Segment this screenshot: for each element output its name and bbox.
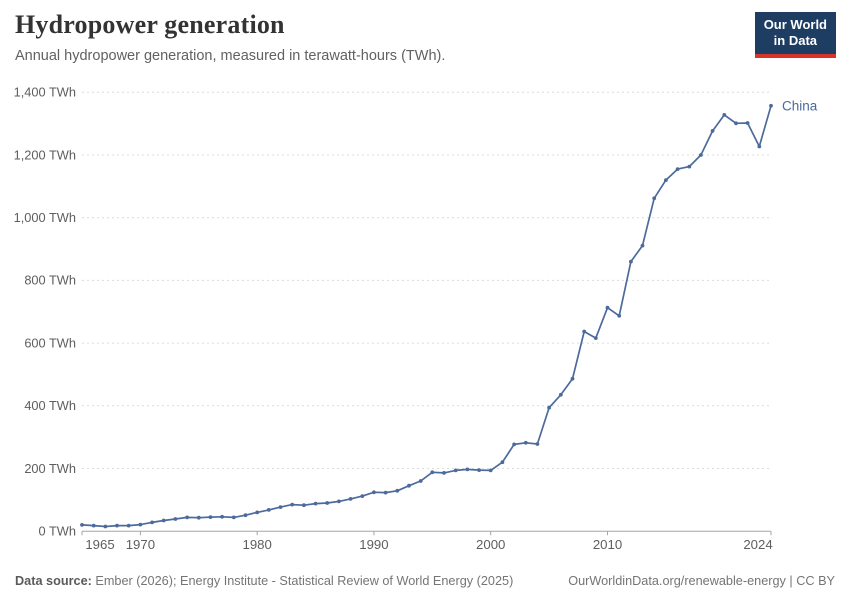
data-point[interactable] (488, 468, 493, 473)
chart-canvas[interactable]: 0 TWh 200 TWh 400 TWh 600 TWh 800 TWh 1,000 T… (0, 80, 850, 558)
x-axis-tick-label: 1970 (126, 537, 155, 552)
series-end-label-china: China (782, 98, 818, 113)
data-point[interactable] (757, 144, 762, 149)
data-point[interactable] (360, 494, 365, 498)
page-subtitle: Annual hydropower generation, measured i… (15, 48, 446, 64)
data-point[interactable] (593, 336, 598, 340)
data-point[interactable] (337, 499, 341, 504)
y-axis-tick-label: 1,000 TWh (14, 210, 76, 225)
data-source-label: Data source: (15, 574, 92, 588)
data-point[interactable] (734, 121, 738, 126)
x-axis-tick-label: 2010 (593, 537, 622, 552)
data-point[interactable] (640, 243, 645, 248)
data-point[interactable] (302, 503, 306, 508)
data-point[interactable] (126, 523, 131, 528)
data-point[interactable] (115, 523, 119, 528)
y-axis-tick-label: 600 TWh (24, 335, 76, 350)
data-point[interactable] (173, 517, 178, 521)
data-point[interactable] (395, 488, 400, 493)
data-point[interactable] (80, 523, 84, 527)
data-point[interactable] (617, 313, 622, 318)
data-point[interactable] (535, 442, 540, 446)
data-point[interactable] (220, 514, 225, 519)
data-point[interactable] (664, 178, 668, 182)
data-point[interactable] (629, 259, 633, 264)
data-point[interactable] (372, 490, 376, 495)
data-point[interactable] (652, 196, 657, 201)
data-point[interactable] (290, 502, 295, 507)
owid-logo[interactable]: Our World in Data (754, 12, 836, 58)
data-point[interactable] (161, 518, 166, 523)
page-title: Hydropower generation (15, 10, 285, 39)
owid-logo-line1: Our World (763, 17, 827, 32)
data-point[interactable] (208, 515, 213, 519)
data-point[interactable] (453, 468, 458, 473)
data-point[interactable] (313, 501, 318, 506)
data-point[interactable] (383, 490, 388, 495)
chart-header: Hydropower generation Annual hydropower … (15, 10, 755, 64)
data-point[interactable] (231, 515, 236, 520)
x-axis-tick-label: 1965 (85, 537, 114, 552)
data-point[interactable] (418, 479, 423, 483)
y-axis-tick-label: 0 TWh (39, 524, 76, 539)
data-point[interactable] (243, 513, 248, 518)
x-axis-tick-label: 1990 (359, 537, 388, 552)
data-point[interactable] (266, 508, 271, 512)
x-axis-tick-label: 2024 (743, 537, 772, 552)
data-point[interactable] (91, 523, 96, 528)
data-point[interactable] (477, 468, 481, 472)
data-point[interactable] (442, 471, 446, 475)
data-point[interactable] (255, 510, 260, 515)
chart-area[interactable]: 0 TWh 200 TWh 400 TWh 600 TWh 800 TWh 1,000 T… (0, 80, 850, 558)
data-point[interactable] (430, 470, 435, 475)
y-axis-tick-label: 800 TWh (24, 273, 76, 288)
data-point[interactable] (687, 164, 692, 169)
data-point[interactable] (769, 103, 773, 108)
data-point[interactable] (185, 515, 190, 520)
data-point[interactable] (512, 442, 516, 447)
data-point[interactable] (500, 460, 505, 465)
x-axis-tick-label: 1980 (242, 537, 271, 552)
data-point[interactable] (722, 113, 727, 117)
data-point[interactable] (523, 440, 528, 445)
data-point[interactable] (570, 376, 575, 381)
data-point[interactable] (558, 392, 563, 397)
data-point[interactable] (547, 405, 551, 410)
y-axis-tick-label: 400 TWh (24, 398, 76, 413)
data-point[interactable] (348, 497, 353, 501)
data-source-text: Data source: Ember (2026); Energy Instit… (15, 574, 514, 588)
chart-footer: Data source: Ember (2026); Energy Instit… (15, 574, 835, 588)
data-point[interactable] (278, 505, 283, 509)
data-point[interactable] (138, 522, 143, 527)
y-axis-tick-label: 200 TWh (24, 461, 76, 476)
data-point[interactable] (745, 121, 750, 125)
series-line-china[interactable] (81, 104, 772, 528)
data-point[interactable] (103, 524, 108, 529)
data-point[interactable] (699, 153, 703, 157)
data-point[interactable] (196, 515, 201, 520)
data-point[interactable] (407, 483, 411, 488)
owid-logo-line2: in Data (773, 33, 818, 49)
data-point[interactable] (710, 129, 715, 133)
footer-link[interactable]: OurWorldinData.org/renewable-energy | CC… (568, 574, 835, 588)
data-point[interactable] (605, 305, 610, 310)
data-point[interactable] (582, 329, 587, 334)
data-point[interactable] (325, 501, 330, 505)
data-point[interactable] (150, 520, 155, 525)
y-axis-tick-label: 1,200 TWh (14, 147, 76, 162)
data-point[interactable] (465, 467, 470, 472)
x-axis-tick-label: 2000 (476, 537, 505, 552)
data-point[interactable] (675, 167, 680, 171)
y-axis-tick-label: 1,400 TWh (14, 85, 76, 100)
